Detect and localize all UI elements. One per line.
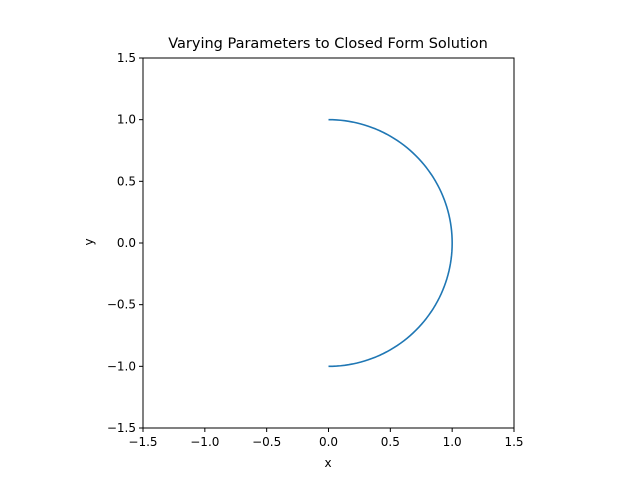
x-tick-label: −1.0 <box>190 435 219 449</box>
y-tick-label: −1.5 <box>107 421 136 435</box>
series-line <box>328 118 453 368</box>
y-axis-ticks: −1.5 −1.0 −0.5 0.0 0.5 1.0 1.5 <box>107 51 143 435</box>
chart-title: Varying Parameters to Closed Form Soluti… <box>168 36 488 52</box>
y-tick-label: −1.0 <box>107 359 136 373</box>
x-tick-label: 0.5 <box>381 435 400 449</box>
y-tick-label: 1.5 <box>117 51 136 65</box>
y-tick-label: 0.5 <box>117 174 136 188</box>
x-tick-label: 1.0 <box>443 435 462 449</box>
y-axis-label: y <box>82 238 96 245</box>
x-axis-ticks: −1.5 −1.0 −0.5 0.0 0.5 1.0 1.5 <box>128 428 524 449</box>
x-tick-label: −0.5 <box>252 435 281 449</box>
y-tick-label: −0.5 <box>107 298 136 312</box>
x-tick-label: 0.0 <box>319 435 338 449</box>
plot-area-frame <box>142 57 515 429</box>
series-layer <box>328 118 453 368</box>
x-tick-label: −1.5 <box>128 435 157 449</box>
y-tick-label: 1.0 <box>117 113 136 127</box>
y-tick-label: 0.0 <box>117 236 136 250</box>
x-tick-label: 1.5 <box>504 435 523 449</box>
x-axis-label: x <box>324 456 331 470</box>
